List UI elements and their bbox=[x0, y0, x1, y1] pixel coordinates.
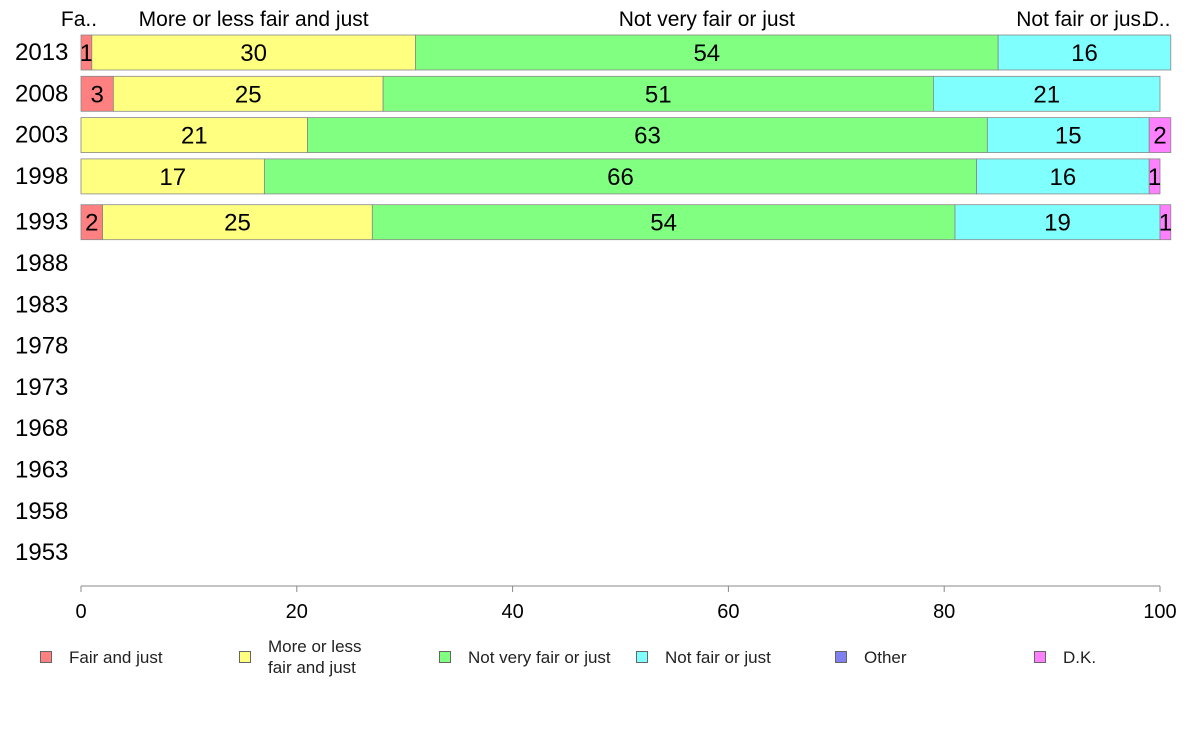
data-label: 21 bbox=[181, 123, 208, 150]
stacked-bar-chart: Fa.. More or less fair and just Not very f… bbox=[15, 8, 1177, 623]
legend-item: Fair and just bbox=[40, 636, 163, 678]
bar-segment bbox=[371, 204, 956, 241]
year-label: 2013 bbox=[15, 39, 68, 66]
data-label: 25 bbox=[235, 81, 262, 108]
year-label: 1953 bbox=[15, 539, 68, 566]
legend-label: D.K. bbox=[1063, 647, 1097, 667]
year-label: 1958 bbox=[15, 498, 68, 525]
bar-segment bbox=[1148, 117, 1172, 153]
legend-swatch bbox=[239, 651, 251, 663]
data-label: 51 bbox=[645, 81, 672, 108]
legend-item: D.K. bbox=[1034, 636, 1096, 678]
legend-swatch bbox=[40, 651, 52, 663]
legend-item: Not fair or just bbox=[636, 636, 771, 678]
data-label: 54 bbox=[693, 40, 720, 67]
bar-segment bbox=[1148, 158, 1161, 195]
bar-segment bbox=[102, 204, 373, 241]
legend-item: More or less fair and just bbox=[239, 636, 362, 678]
data-label: 63 bbox=[634, 123, 661, 150]
legend-swatch bbox=[835, 651, 847, 663]
series-header-label: More or less fair and just bbox=[139, 8, 369, 31]
bar-segment bbox=[933, 75, 1161, 112]
data-label: 1 bbox=[80, 40, 93, 67]
data-label: 2 bbox=[85, 210, 98, 237]
data-label: 16 bbox=[1050, 164, 1077, 191]
data-label: 17 bbox=[159, 164, 186, 191]
year-label: 1978 bbox=[15, 333, 68, 360]
x-tick-label: 40 bbox=[501, 601, 523, 623]
data-label: 25 bbox=[224, 210, 251, 237]
bar-segment bbox=[264, 158, 977, 195]
bar-segment bbox=[997, 34, 1172, 71]
bar-segment bbox=[112, 75, 384, 112]
year-label: 1983 bbox=[15, 291, 68, 318]
legend: Fair and just More or less fair and just N… bbox=[0, 636, 1188, 686]
year-label: 1998 bbox=[15, 163, 68, 190]
data-label: 1 bbox=[1159, 210, 1172, 237]
data-label: 1 bbox=[1148, 164, 1161, 191]
legend-swatch bbox=[636, 651, 648, 663]
legend-label: Other bbox=[864, 647, 907, 667]
data-label: 15 bbox=[1055, 123, 1082, 150]
bar-segment bbox=[1159, 204, 1172, 241]
legend-label: More or less fair and just bbox=[268, 637, 362, 677]
legend-item: Other bbox=[835, 636, 907, 678]
bar-segment bbox=[307, 117, 988, 153]
year-label: 1963 bbox=[15, 457, 68, 484]
year-label: 1968 bbox=[15, 415, 68, 442]
x-tick-label: 60 bbox=[717, 601, 739, 623]
data-label: 30 bbox=[240, 40, 267, 67]
legend-label: Not very fair or just bbox=[468, 647, 611, 667]
data-label: 66 bbox=[607, 164, 634, 191]
bar-segment bbox=[415, 34, 999, 71]
year-label: 1988 bbox=[15, 250, 68, 277]
legend-label: Fair and just bbox=[69, 647, 163, 667]
bar-segment bbox=[382, 75, 934, 112]
series-header-label: Fa.. bbox=[61, 8, 97, 31]
data-label: 19 bbox=[1044, 210, 1071, 237]
year-label: 2003 bbox=[15, 122, 68, 149]
legend-swatch bbox=[439, 651, 451, 663]
bar-segment bbox=[80, 158, 265, 195]
legend-swatch bbox=[1034, 651, 1046, 663]
bar-segment bbox=[986, 117, 1150, 153]
data-label: 54 bbox=[650, 210, 677, 237]
x-tick-label: 80 bbox=[933, 601, 955, 623]
data-label: 16 bbox=[1071, 40, 1098, 67]
year-label: 1993 bbox=[15, 209, 68, 236]
bar-segment bbox=[954, 204, 1161, 241]
data-label: 21 bbox=[1033, 81, 1060, 108]
legend-label: Not fair or just bbox=[665, 647, 771, 667]
data-label: 2 bbox=[1153, 123, 1166, 150]
bar-segment bbox=[80, 117, 308, 153]
x-tick-label: 100 bbox=[1143, 601, 1176, 623]
x-tick-label: 0 bbox=[75, 601, 86, 623]
series-header-label: D.. bbox=[1144, 8, 1171, 31]
year-label: 1973 bbox=[15, 374, 68, 401]
data-label: 3 bbox=[91, 81, 104, 108]
year-label: 2008 bbox=[15, 80, 68, 107]
legend-item: Not very fair or just bbox=[439, 636, 611, 678]
x-tick-label: 20 bbox=[286, 601, 308, 623]
series-header-label: Not very fair or just bbox=[619, 8, 795, 31]
series-header-label: Not fair or jus.. bbox=[1016, 8, 1153, 31]
